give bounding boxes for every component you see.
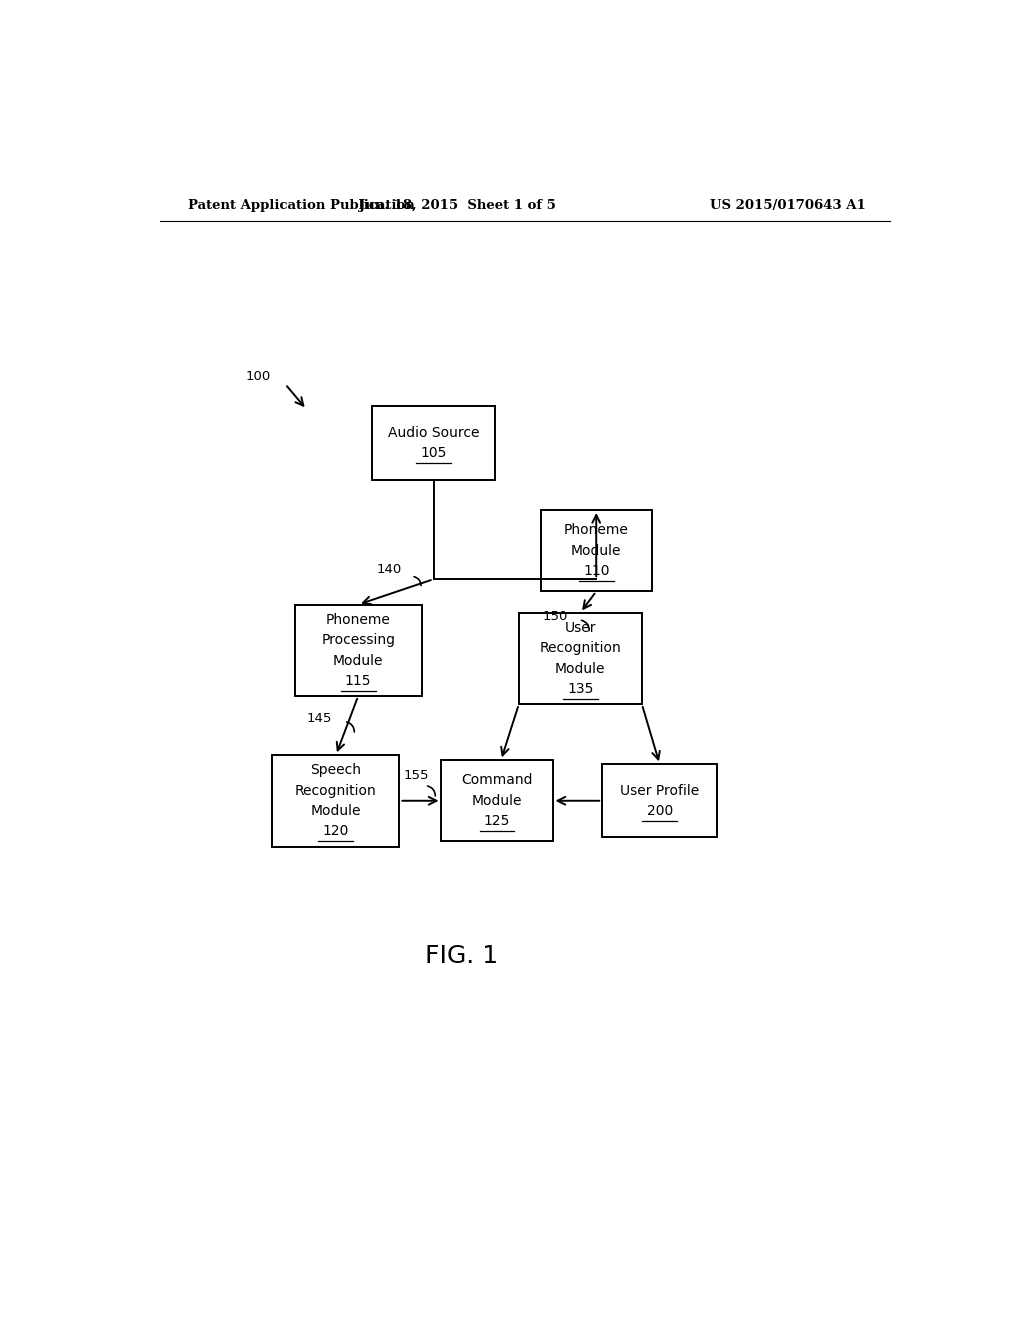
Text: 140: 140 <box>377 562 401 576</box>
Text: Recognition: Recognition <box>540 642 622 655</box>
Text: 125: 125 <box>483 814 510 828</box>
Text: 145: 145 <box>306 711 332 725</box>
Bar <box>295 605 422 696</box>
Bar <box>602 764 717 837</box>
Text: 105: 105 <box>420 446 446 461</box>
Text: 150: 150 <box>543 610 567 623</box>
Bar <box>441 760 553 841</box>
Text: Module: Module <box>333 653 383 668</box>
Text: Speech: Speech <box>310 763 361 777</box>
Text: 110: 110 <box>583 564 609 578</box>
Bar <box>541 510 652 591</box>
Text: Command: Command <box>461 774 532 788</box>
Bar <box>519 612 642 704</box>
Text: 135: 135 <box>567 682 594 696</box>
Text: 155: 155 <box>403 768 429 781</box>
Text: FIG. 1: FIG. 1 <box>425 944 498 969</box>
Text: 100: 100 <box>246 371 270 383</box>
Text: Phoneme: Phoneme <box>326 612 390 627</box>
Text: Module: Module <box>310 804 361 818</box>
Text: Module: Module <box>555 661 605 676</box>
Text: Processing: Processing <box>322 634 395 647</box>
Text: Patent Application Publication: Patent Application Publication <box>187 198 415 211</box>
Text: US 2015/0170643 A1: US 2015/0170643 A1 <box>711 198 866 211</box>
Text: 120: 120 <box>323 824 349 838</box>
Text: Jun. 18, 2015  Sheet 1 of 5: Jun. 18, 2015 Sheet 1 of 5 <box>358 198 556 211</box>
Bar <box>372 407 495 479</box>
Text: 115: 115 <box>345 673 372 688</box>
Text: User: User <box>564 620 596 635</box>
Text: User Profile: User Profile <box>621 784 699 797</box>
Text: Phoneme: Phoneme <box>564 524 629 537</box>
Text: Module: Module <box>571 544 622 558</box>
Bar <box>272 755 399 846</box>
Text: Recognition: Recognition <box>295 784 377 797</box>
Text: 200: 200 <box>646 804 673 818</box>
Text: Audio Source: Audio Source <box>388 426 479 440</box>
Text: Module: Module <box>472 793 522 808</box>
